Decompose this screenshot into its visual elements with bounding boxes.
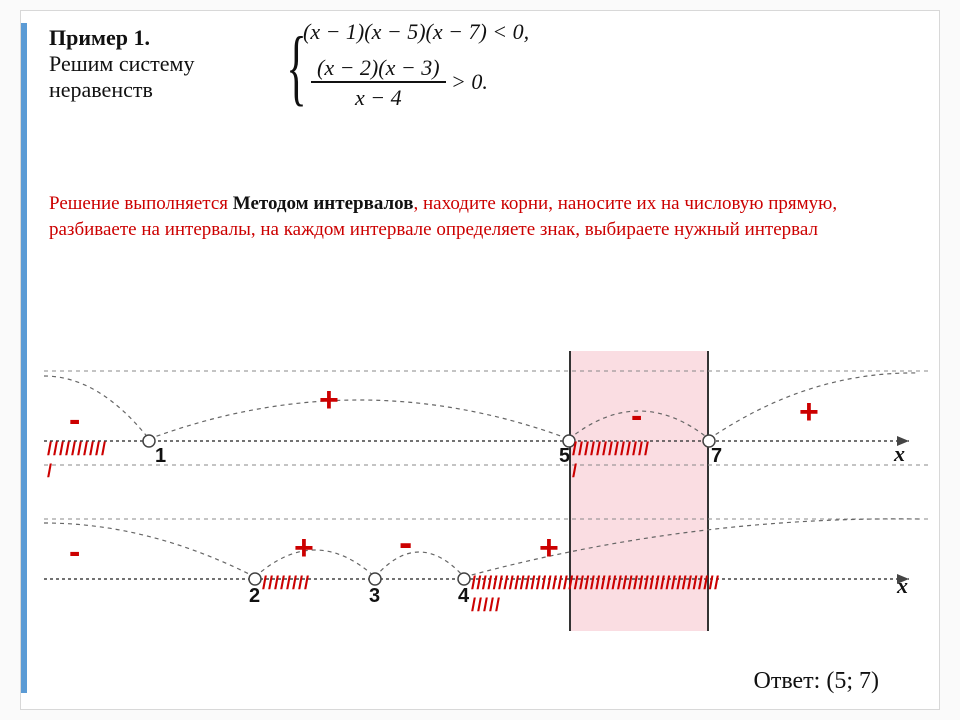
hatch-1-2: /////////////: [572, 439, 650, 460]
numberline1-svg: [39, 321, 929, 471]
tick-2: 2: [249, 585, 260, 608]
tick-3: 3: [369, 585, 380, 608]
tick-4: 4: [458, 585, 469, 608]
hatch-1-0: //////////: [47, 439, 107, 460]
slide: Пример 1. Решим систему неравенств { (x …: [20, 10, 940, 710]
hatch-2-0: ////////: [262, 573, 310, 594]
frac-num: (x − 2)(x − 3): [311, 55, 446, 83]
title-block: Пример 1. Решим систему неравенств: [49, 25, 194, 103]
fraction: (x − 2)(x − 3) x − 4: [311, 55, 446, 113]
sign-2-0: -: [69, 533, 80, 572]
formula-block: (x − 1)(x − 5)(x − 7) < 0, (x − 2)(x − 3…: [291, 19, 529, 113]
sign-1-1: +: [319, 381, 339, 420]
explain-pre: Решение выполняется: [49, 193, 233, 214]
explanation: Решение выполняется Методом интервалов, …: [49, 191, 889, 242]
hatch-2-1: ////////////////////////////////////////…: [471, 573, 719, 594]
sign-2-3: +: [539, 529, 559, 568]
interval-diagram: 1 5 7 x - + - + ////////// / ///////////…: [39, 321, 929, 631]
title-line3: неравенств: [49, 77, 194, 103]
formula-line1: (x − 1)(x − 5)(x − 7) < 0,: [303, 19, 529, 45]
frac-tail: > 0.: [451, 69, 488, 94]
formula-line2: (x − 2)(x − 3) x − 4 > 0.: [311, 55, 529, 113]
sign-2-2: -: [399, 521, 412, 566]
tick-7: 7: [711, 445, 722, 468]
tick-1: 1: [155, 445, 166, 468]
tick-5: 5: [559, 445, 570, 468]
title-bold: Пример 1.: [49, 25, 194, 51]
explain-bold: Методом интервалов: [233, 193, 414, 214]
sign-2-1: +: [294, 529, 314, 568]
title-line2: Решим систему: [49, 51, 194, 77]
sign-1-2: -: [631, 397, 642, 436]
accent-bar: [21, 23, 27, 693]
sign-1-3: +: [799, 393, 819, 432]
answer-text: Ответ: (5; 7): [754, 668, 879, 695]
axis-x-2: x: [897, 573, 908, 599]
axis-x-1: x: [894, 441, 905, 467]
frac-den: x − 4: [311, 83, 446, 113]
sign-1-0: -: [69, 401, 80, 440]
hatch-2-2: /////: [471, 595, 501, 616]
